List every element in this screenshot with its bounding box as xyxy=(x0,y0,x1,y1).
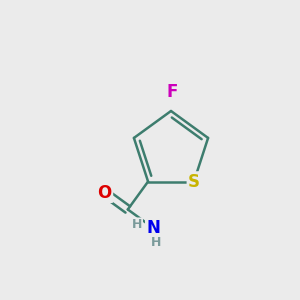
Text: O: O xyxy=(98,184,112,202)
Text: H: H xyxy=(151,236,161,250)
Text: F: F xyxy=(167,83,178,101)
Text: N: N xyxy=(146,219,160,237)
Text: S: S xyxy=(188,172,200,190)
Text: H: H xyxy=(132,218,142,232)
